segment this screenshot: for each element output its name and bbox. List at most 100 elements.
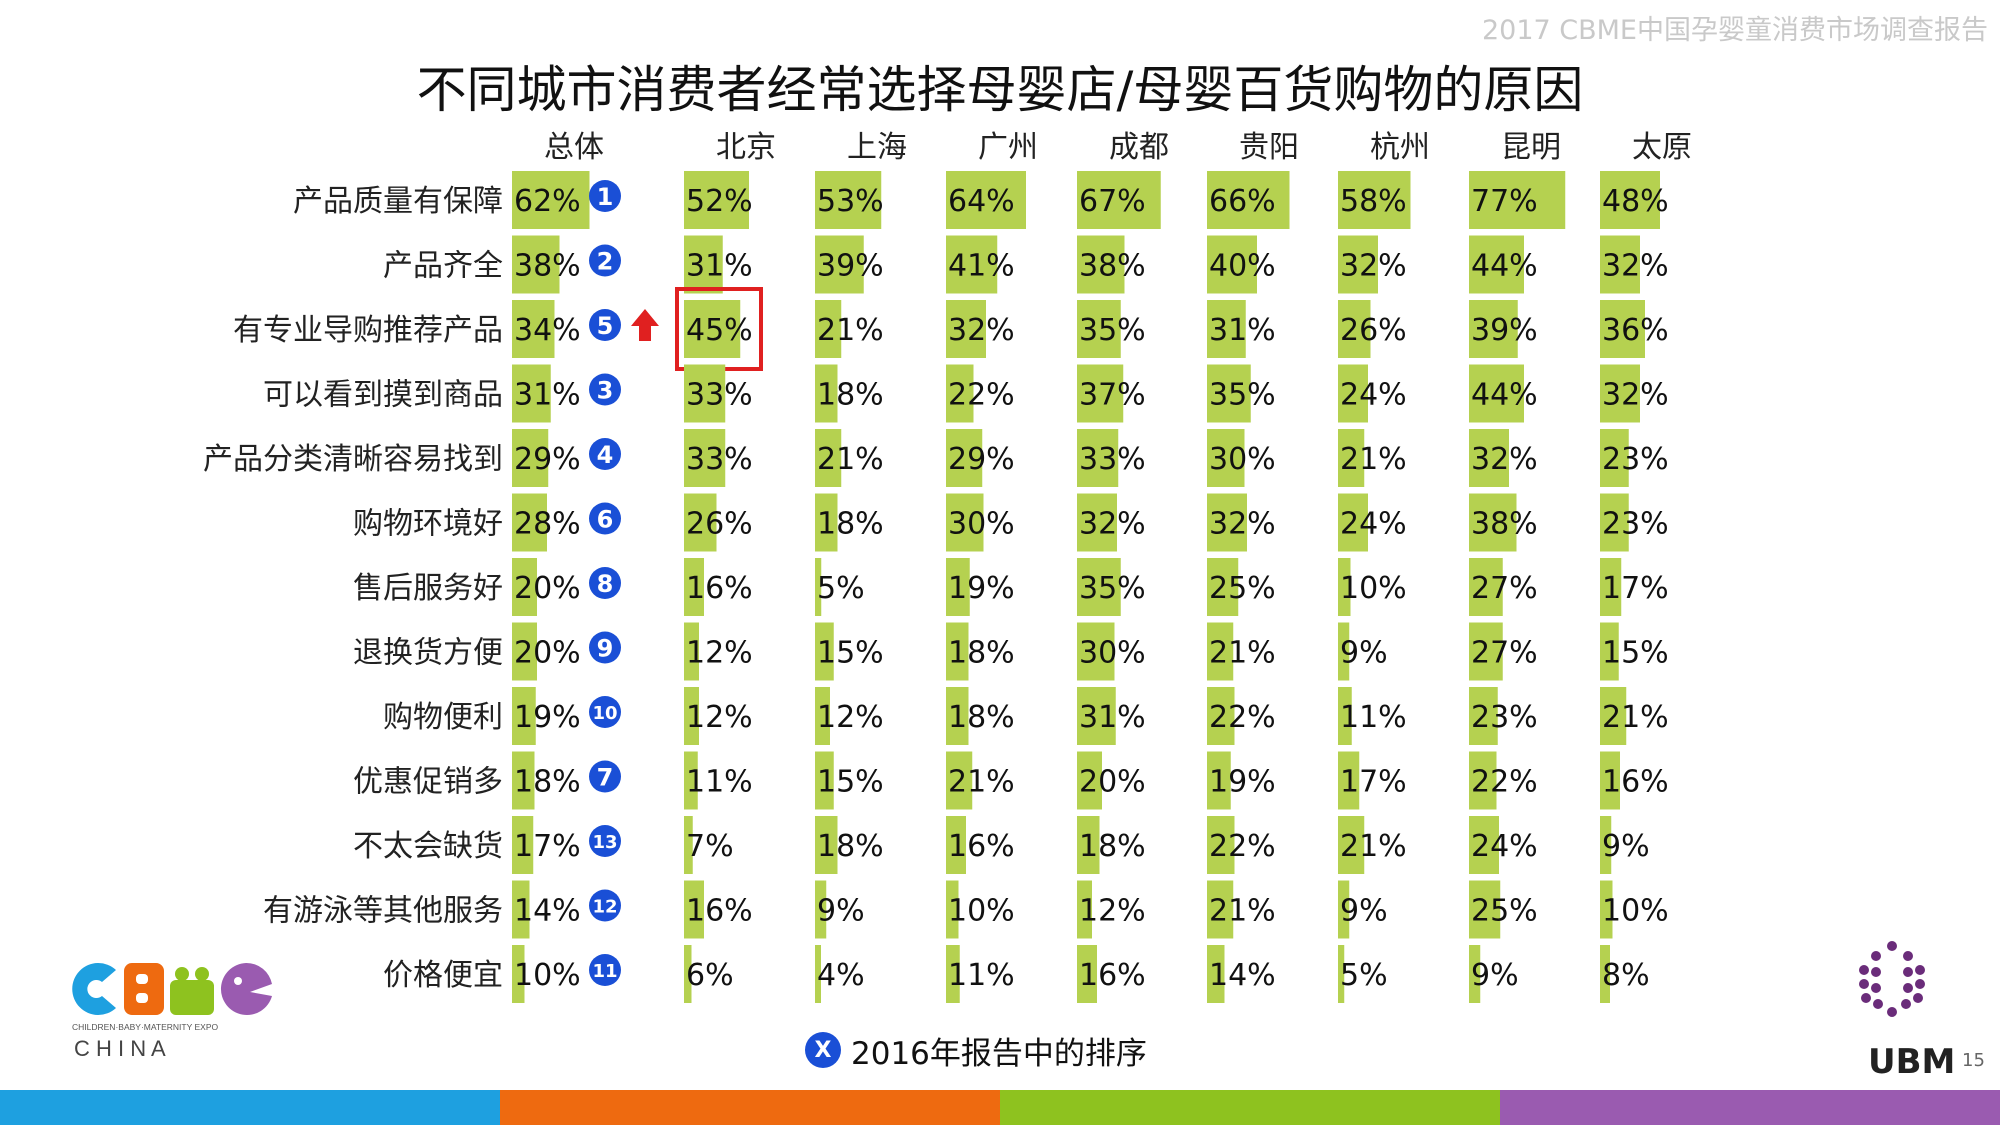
bar	[815, 622, 834, 681]
bar	[1600, 235, 1640, 294]
data-label: 9%	[1340, 894, 1388, 929]
chart-title: 不同城市消费者经常选择母婴店/母婴百货购物的原因	[416, 61, 1584, 119]
data-label: 21%	[1209, 636, 1276, 671]
rank-2016-number: 11	[592, 961, 617, 982]
category-label: 有专业导购推荐产品	[233, 313, 503, 348]
bar	[1469, 171, 1566, 229]
rank-2016-badge	[589, 760, 621, 793]
bar	[1207, 816, 1235, 874]
data-label: 7%	[686, 829, 734, 864]
data-label: 32%	[1471, 442, 1538, 477]
bar	[684, 171, 749, 229]
bar	[1600, 816, 1612, 874]
data-label: 8%	[1602, 958, 1650, 993]
bar	[946, 687, 969, 745]
bar	[815, 558, 822, 616]
data-label: 25%	[1209, 571, 1276, 606]
rank-2016-number: 6	[597, 506, 614, 534]
band-green	[1000, 1090, 1500, 1125]
bar	[1338, 622, 1350, 681]
rank-2016-badge	[589, 567, 621, 599]
bar	[946, 751, 973, 810]
data-label: 27%	[1471, 636, 1538, 671]
category-label: 可以看到摸到商品	[263, 378, 503, 413]
bar	[946, 816, 966, 874]
bar	[946, 558, 970, 616]
data-label: 24%	[1340, 507, 1407, 542]
column-header: 总体	[544, 130, 604, 165]
data-label: 33%	[686, 442, 753, 477]
data-label: 15%	[817, 636, 884, 671]
bar	[1077, 945, 1097, 1003]
data-label: 30%	[1079, 636, 1146, 671]
rank-up-arrow-icon	[631, 309, 659, 341]
rank-2016-badge	[589, 180, 621, 212]
bar	[1077, 429, 1119, 487]
data-label: 39%	[1471, 313, 1538, 348]
legend-text: 2016年报告中的排序	[851, 1035, 1147, 1072]
bar	[1600, 429, 1629, 487]
data-label: 35%	[1209, 378, 1276, 413]
data-label: 11%	[686, 765, 753, 800]
bar	[1469, 558, 1503, 616]
data-label: 21%	[817, 313, 884, 348]
report-title: 2017 CBME中国孕婴童消费市场调查报告	[1481, 15, 1988, 46]
column-header: 太原	[1632, 130, 1692, 165]
bar	[1077, 171, 1161, 229]
category-label: 产品分类清晰容易找到	[203, 442, 503, 477]
bar	[684, 235, 723, 294]
data-label: 30%	[948, 507, 1015, 542]
bar	[946, 235, 998, 294]
data-label: 5%	[817, 571, 865, 606]
bar	[512, 493, 547, 552]
bar	[1469, 235, 1524, 294]
bar	[815, 429, 842, 487]
data-label: 37%	[1079, 378, 1146, 413]
cbme-logo: CHILDREN·BABY·MATERNITY EXPO C H I N A	[72, 962, 272, 1061]
data-label: 5%	[1340, 958, 1388, 993]
bar	[815, 364, 838, 423]
bar	[1338, 235, 1378, 294]
data-label: 38%	[1079, 249, 1146, 284]
data-label: 12%	[1079, 894, 1146, 929]
data-label: 21%	[1340, 829, 1407, 864]
bar	[1077, 235, 1125, 294]
data-label: 18%	[514, 765, 581, 800]
data-label: 32%	[948, 313, 1015, 348]
data-label: 20%	[1079, 765, 1146, 800]
data-label: 40%	[1209, 249, 1276, 284]
category-label: 退换货方便	[353, 636, 503, 671]
data-label: 17%	[1340, 765, 1407, 800]
rank-2016-number: 10	[592, 703, 617, 724]
bar	[1338, 880, 1350, 939]
data-label: 17%	[514, 829, 581, 864]
data-label: 11%	[948, 958, 1015, 993]
bar	[1077, 364, 1124, 423]
data-label: 16%	[948, 829, 1015, 864]
bar	[1338, 751, 1360, 810]
bar	[512, 171, 590, 229]
data-label: 12%	[817, 700, 884, 735]
bar	[1207, 558, 1239, 616]
data-label: 23%	[1471, 700, 1538, 735]
rank-2016-badge	[589, 438, 621, 470]
bar	[1207, 945, 1225, 1003]
data-label: 26%	[1340, 313, 1407, 348]
bar	[1207, 429, 1245, 487]
rank-2016-badge	[589, 244, 621, 277]
bar	[512, 300, 555, 358]
data-label: 16%	[1602, 765, 1669, 800]
bar	[1469, 622, 1503, 681]
bar	[1077, 300, 1121, 358]
data-label: 52%	[686, 184, 753, 219]
data-label: 41%	[948, 249, 1015, 284]
data-label: 33%	[686, 378, 753, 413]
bar	[1077, 622, 1115, 681]
category-label: 产品质量有保障	[293, 184, 503, 219]
bar	[512, 558, 537, 616]
category-label: 产品齐全	[383, 249, 503, 284]
data-label: 26%	[686, 507, 753, 542]
band-orange	[500, 1090, 1000, 1125]
rank-2016-number: 3	[597, 377, 614, 405]
